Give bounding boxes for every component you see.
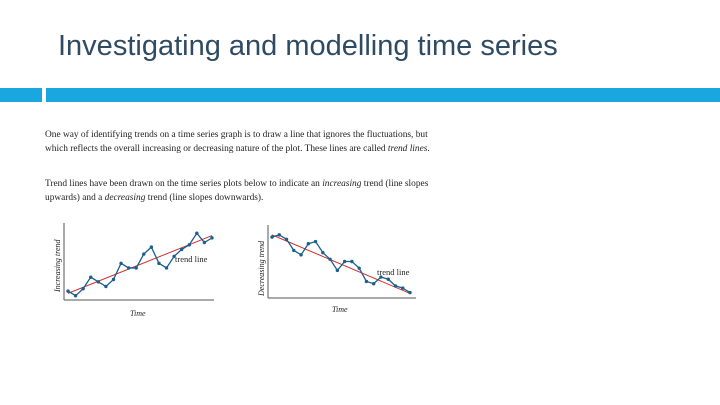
data-point <box>104 284 108 289</box>
p1-text-b: . <box>427 144 430 154</box>
x-axis-label: Time <box>332 305 348 314</box>
p1-emphasis: trend lines <box>387 144 428 154</box>
data-point <box>270 235 274 239</box>
trend-line <box>67 235 213 294</box>
y-axis-label: Decreasing trend <box>257 240 266 297</box>
p2-text-a: Trend lines have been drawn on the time … <box>45 179 323 189</box>
data-point <box>328 257 332 261</box>
data-point <box>126 266 131 270</box>
series-line <box>67 232 213 297</box>
data-point <box>187 243 191 247</box>
slide-title: Investigating and modelling time series <box>58 30 558 62</box>
data-point <box>335 268 340 273</box>
data-point <box>371 281 376 286</box>
data-point <box>408 290 412 295</box>
accent-bar-main <box>46 88 720 102</box>
data-point <box>292 248 296 253</box>
paragraph-trend-examples: Trend lines have been drawn on the time … <box>45 177 430 205</box>
data-point <box>195 231 199 235</box>
data-point <box>134 266 138 270</box>
data-point <box>81 287 85 291</box>
paragraph-trend-definition: One way of identifying trends on a time … <box>45 128 430 156</box>
p2-emphasis-decreasing: decreasing <box>104 193 146 203</box>
trend-line-label: trend line <box>175 254 208 264</box>
data-point <box>172 254 176 259</box>
data-point <box>313 239 318 244</box>
y-axis-label: Increasing trend <box>53 238 62 293</box>
p2-text-c: trend (line slopes downwards). <box>145 193 264 203</box>
data-point <box>321 250 325 255</box>
data-point <box>350 259 354 264</box>
data-point <box>386 277 390 281</box>
data-point <box>179 247 184 252</box>
trend-line-label: trend line <box>377 267 410 277</box>
data-point <box>164 266 169 270</box>
data-point <box>66 289 70 293</box>
p1-text-a: One way of identifying trends on a time … <box>45 130 428 154</box>
data-points <box>270 233 412 295</box>
data-point <box>142 252 146 256</box>
series-line <box>271 234 411 294</box>
data-point <box>157 261 161 266</box>
p2-text-b: trend (line slopes upwards) and a <box>45 179 429 203</box>
data-point <box>364 279 369 284</box>
data-point <box>379 275 383 279</box>
data-points <box>66 231 214 298</box>
trend-line <box>271 234 411 294</box>
data-point <box>73 293 78 298</box>
accent-bar-left <box>0 88 42 102</box>
data-point <box>306 242 311 246</box>
p2-emphasis-increasing: increasing <box>322 179 362 189</box>
data-point <box>89 275 93 279</box>
data-point <box>357 266 361 270</box>
data-point <box>401 286 405 290</box>
data-point <box>202 240 207 245</box>
data-point <box>393 284 398 288</box>
data-point <box>277 233 281 237</box>
data-point <box>119 261 123 266</box>
x-axis-label: Time <box>130 309 146 318</box>
data-point <box>299 253 303 257</box>
data-point <box>210 236 214 240</box>
data-point <box>111 277 116 282</box>
data-point <box>149 245 154 249</box>
data-point <box>342 259 347 264</box>
data-point <box>284 237 289 242</box>
data-point <box>96 280 101 284</box>
